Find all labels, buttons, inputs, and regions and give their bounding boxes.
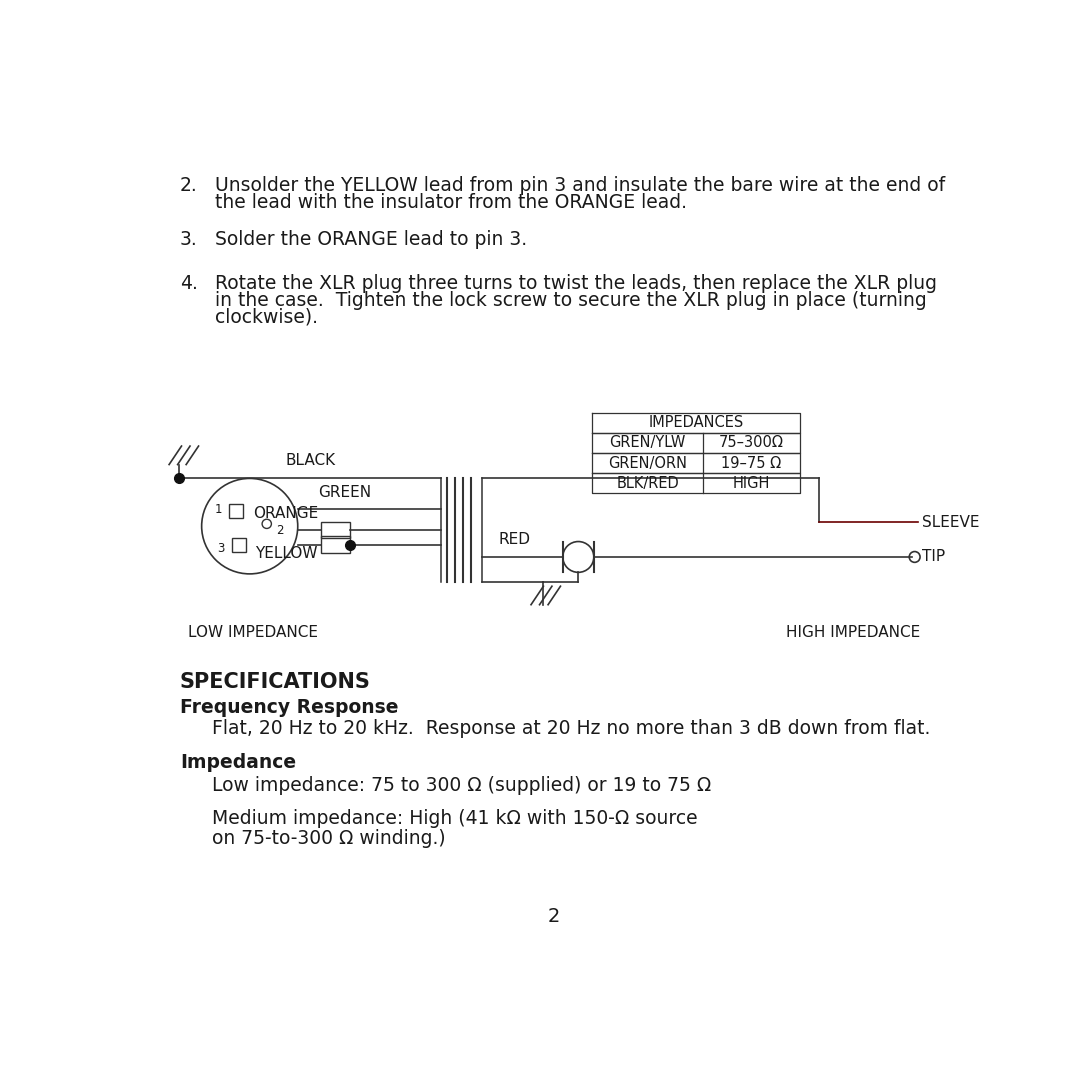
Text: GREN/ORN: GREN/ORN	[608, 456, 687, 471]
Text: 75–300Ω: 75–300Ω	[719, 435, 784, 450]
Text: HIGH IMPEDANCE: HIGH IMPEDANCE	[786, 624, 920, 639]
Text: RED: RED	[499, 532, 530, 546]
Text: GREN/YLW: GREN/YLW	[609, 435, 686, 450]
Bar	[229, 503, 243, 517]
Text: YELLOW: YELLOW	[255, 546, 318, 562]
Bar	[232, 538, 246, 552]
Text: 19–75 Ω: 19–75 Ω	[721, 456, 782, 471]
Text: SPECIFICATIONS: SPECIFICATIONS	[180, 672, 370, 691]
Text: BLK/RED: BLK/RED	[617, 475, 679, 490]
Text: 4.: 4.	[180, 273, 198, 293]
Bar	[321, 536, 350, 553]
Bar	[321, 522, 350, 539]
Text: Frequency Response: Frequency Response	[180, 698, 399, 717]
Text: HIGH: HIGH	[733, 475, 770, 490]
Text: 3.: 3.	[180, 230, 198, 248]
Text: the lead with the insulator from the ORANGE lead.: the lead with the insulator from the ORA…	[215, 192, 687, 212]
Text: Low impedance: 75 to 300 Ω (supplied) or 19 to 75 Ω: Low impedance: 75 to 300 Ω (supplied) or…	[213, 777, 712, 795]
Text: Solder the ORANGE lead to pin 3.: Solder the ORANGE lead to pin 3.	[215, 230, 527, 248]
Text: ORANGE: ORANGE	[253, 505, 318, 521]
Text: Rotate the XLR plug three turns to twist the leads, then replace the XLR plug: Rotate the XLR plug three turns to twist…	[215, 273, 936, 293]
Text: in the case.  Tighten the lock screw to secure the XLR plug in place (turning: in the case. Tighten the lock screw to s…	[215, 291, 927, 310]
Text: Impedance: Impedance	[180, 754, 296, 772]
Text: LOW IMPEDANCE: LOW IMPEDANCE	[188, 624, 318, 639]
Text: IMPEDANCES: IMPEDANCES	[648, 416, 744, 431]
Text: Flat, 20 Hz to 20 kHz.  Response at 20 Hz no more than 3 dB down from flat.: Flat, 20 Hz to 20 kHz. Response at 20 Hz…	[213, 719, 931, 739]
Text: 1: 1	[214, 502, 221, 516]
Text: Medium impedance: High (41 kΩ with 150-Ω source: Medium impedance: High (41 kΩ with 150-Ω…	[213, 809, 698, 827]
Text: GREEN: GREEN	[318, 485, 370, 500]
Text: TIP: TIP	[921, 550, 945, 565]
Text: on 75-to-300 Ω winding.): on 75-to-300 Ω winding.)	[213, 828, 446, 848]
Text: clockwise).: clockwise).	[215, 308, 318, 326]
Text: 2: 2	[276, 524, 284, 537]
Text: 2: 2	[548, 907, 559, 926]
Text: SLEEVE: SLEEVE	[921, 515, 980, 530]
Text: Unsolder the YELLOW lead from pin 3 and insulate the bare wire at the end of: Unsolder the YELLOW lead from pin 3 and …	[215, 176, 945, 194]
Text: 2.: 2.	[180, 176, 198, 194]
Text: BLACK: BLACK	[285, 453, 335, 468]
Text: 3: 3	[217, 542, 225, 555]
